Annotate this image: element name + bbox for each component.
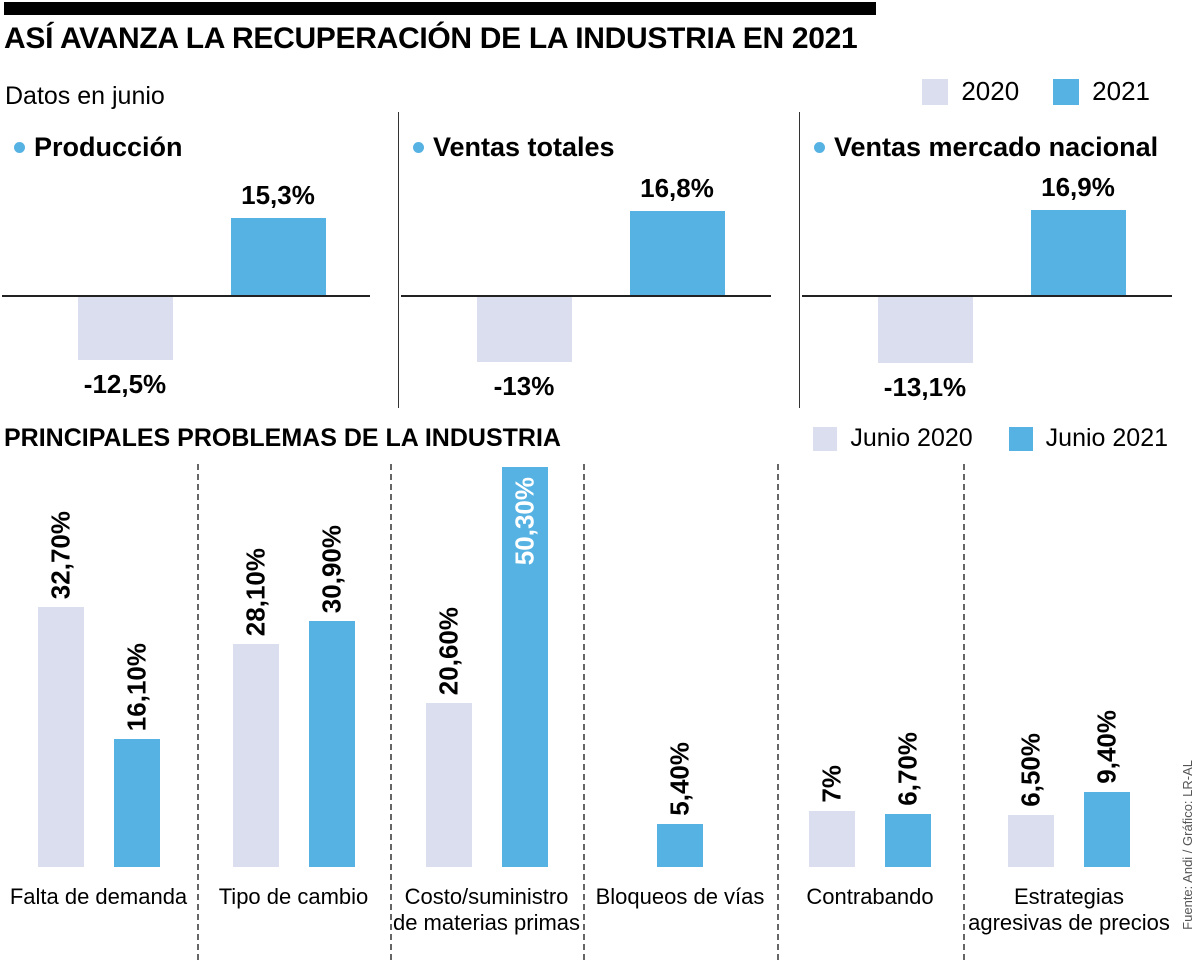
legend-swatch-2020 [922,78,949,105]
bar-label-2021: 16,8% [640,173,714,203]
problem-bars: 5,40% [583,462,777,867]
bar-2020 [878,297,973,363]
mini-chart-title-text: Producción [34,132,183,162]
problem-group-4: 5,40% Bloqueos de vías [583,462,777,965]
bar-junio-2021: 5,40% [657,742,703,867]
dashed-separator [777,464,779,960]
problem-group-6: 6,50% 9,40% Estrategias agresivas de preci… [963,462,1175,965]
legend-item-2021: 2021 [1053,76,1150,107]
mini-chart-title: Ventas totales [413,132,799,163]
bar-value-label: 7% [816,765,847,803]
bar-label-2021: 16,9% [1041,172,1115,202]
bar-value-label: 28,10% [240,547,270,636]
mini-charts-row: Producción -12,5% 15,3% Ventas totales -13% 1… [0,112,1200,408]
mini-chart-1: Producción -12,5% 15,3% [0,112,398,408]
bullet-icon [413,142,424,153]
mini-chart-plot: -13% 16,8% [399,163,799,407]
bar-junio-2021: 6,70% [885,732,931,867]
bar-value-label: 50,30% [509,477,539,566]
bar-value-label: 32,70% [45,510,75,599]
bar-value-label: 6,50% [1015,733,1046,807]
bar-junio-2020: 6,50% [1008,733,1054,867]
legend-item-2020: 2020 [922,76,1019,107]
mini-chart-title: Ventas mercado nacional [814,132,1200,163]
bar-junio-2020: 28,10% [232,548,279,867]
category-label: Estrategias agresivas de precios [968,884,1170,936]
legend-swatch-junio-2020 [813,426,838,451]
zero-axis-line [2,295,370,297]
dashed-separator [583,464,585,960]
legend-item-junio-2020: Junio 2020 [813,424,973,453]
mini-chart-plot: -13,1% 16,9% [800,163,1200,407]
bar-junio-2020: 32,70% [37,511,84,867]
category-label: Bloqueos de vías [595,884,765,909]
problem-bars: 6,50% 9,40% [963,462,1175,867]
zero-axis-line [401,295,771,297]
dashed-separator [197,464,199,960]
bar-label-2020: -13% [493,371,555,401]
bar-value-label: 20,60% [433,606,463,695]
problem-bars: 32,70% 16,10% [0,462,197,867]
mini-chart-title: Producción [14,132,398,163]
problem-group-3: 20,60% 50,30% Costo/suministro de materias… [390,462,583,965]
bullet-icon [14,142,25,153]
mini-chart-3: Ventas mercado nacional -13,1% 16,9% [799,112,1200,408]
legend-label-2021: 2021 [1092,76,1150,106]
problem-bars: 28,10% 30,90% [197,462,390,867]
dashed-separator [963,464,965,960]
problems-title: PRINCIPALES PROBLEMAS DE LA INDUSTRIA [4,424,561,452]
problem-group-1: 32,70% 16,10% Falta de demanda [0,462,197,965]
bar-2021 [1031,210,1126,295]
legend-label-junio-2021: Junio 2021 [1045,424,1168,452]
bar-junio-2021: 50,30% [501,467,548,867]
top-legend: 2020 2021 [922,76,1150,107]
legend-item-junio-2021: Junio 2021 [1008,424,1168,453]
bar-2021 [630,211,725,295]
bar-label-2020: -13,1% [883,372,967,402]
legend-swatch-2021 [1053,78,1080,105]
bar-junio-2021: 9,40% [1084,710,1130,867]
mini-chart-2: Ventas totales -13% 16,8% [398,112,799,408]
dashed-separator [390,464,392,960]
bar-label-2021: 15,3% [241,180,315,210]
category-label: Contrabando [806,884,934,909]
bar-value-label: 5,40% [664,742,695,816]
mini-chart-title-text: Ventas mercado nacional [834,132,1159,162]
problem-bars: 20,60% 50,30% [390,462,583,867]
problem-group-2: 28,10% 30,90% Tipo de cambio [197,462,390,965]
bar-2020 [477,297,572,362]
bullet-icon [814,142,825,153]
legend-swatch-junio-2021 [1008,426,1033,451]
bar-junio-2020: 20,60% [425,607,472,867]
category-label: Falta de demanda [9,884,188,909]
top-accent-bar [4,2,876,15]
bar-2020 [78,297,173,360]
bar-junio-2021: 30,90% [308,525,355,867]
legend-label-2020: 2020 [961,76,1020,106]
problem-bars: 7% 6,70% [777,462,963,867]
bar-junio-2020: 7% [809,765,855,867]
legend-label-junio-2020: Junio 2020 [850,424,973,452]
mini-chart-title-text: Ventas totales [433,132,615,162]
mini-chart-plot: -12,5% 15,3% [0,163,398,407]
bar-value-label: 9,40% [1091,710,1122,784]
problem-group-5: 7% 6,70% Contrabando [777,462,963,965]
category-label: Tipo de cambio [218,884,369,909]
category-label: Costo/suministro de materias primas [392,884,581,936]
problems-chart: 32,70% 16,10% Falta de demanda 28,10% 30,90%… [0,462,1200,965]
bar-value-label: 16,10% [121,642,151,731]
source-credit: Fuente: Andi / Gráfico: LR-AL [1180,760,1195,930]
bar-2021 [231,218,326,295]
zero-axis-line [802,295,1172,297]
bar-value-label: 30,90% [316,524,346,613]
bar-label-2020: -12,5% [83,369,167,399]
page-title: ASÍ AVANZA LA RECUPERACIÓN DE LA INDUSTR… [4,22,858,55]
bar-value-label: 6,70% [892,732,923,806]
problems-legend: Junio 2020 Junio 2021 [813,424,1168,453]
subtitle: Datos en junio [5,82,165,110]
bar-junio-2021: 16,10% [113,643,160,867]
